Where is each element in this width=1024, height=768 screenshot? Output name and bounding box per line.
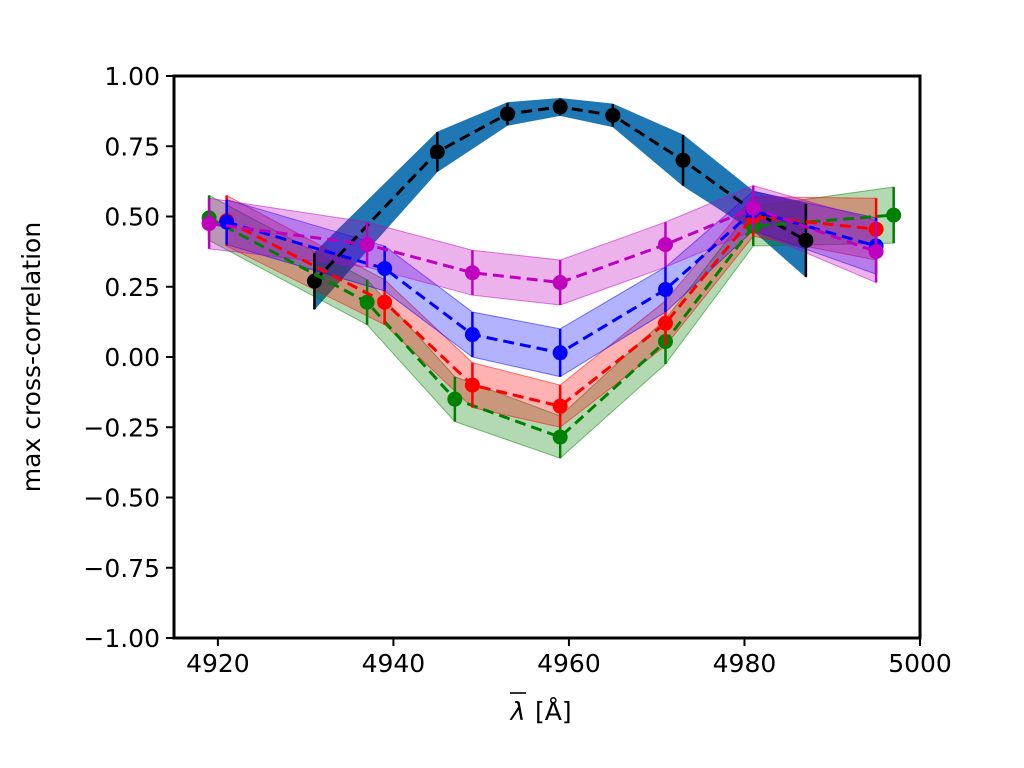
series-4-point	[464, 265, 480, 281]
x-axis-label: λ [Å]	[509, 692, 572, 726]
y-tick-label: 0.25	[104, 273, 160, 302]
series-4-point	[745, 200, 761, 216]
series-0-point	[798, 232, 814, 248]
x-axis-label-unit: [Å]	[535, 697, 572, 726]
y-tick-label: 0.00	[104, 343, 160, 372]
series-3-point	[464, 327, 480, 343]
series-0-line	[313, 105, 807, 283]
series-3-point	[552, 345, 568, 361]
series-3-point	[377, 260, 393, 276]
plot-area	[201, 97, 902, 459]
series-2-point	[377, 294, 393, 310]
y-tick-label: 0.50	[104, 203, 160, 232]
series-4-point	[868, 244, 884, 260]
series-2-point	[657, 315, 673, 331]
series-4-point	[657, 237, 673, 253]
y-tick-label: 0.75	[104, 132, 160, 161]
x-tick-label: 5000	[888, 649, 952, 678]
x-axis-label-symbol: λ	[509, 697, 526, 726]
y-tick-label: −0.50	[83, 484, 160, 513]
y-axis-label: max cross-correlation	[17, 222, 46, 492]
series-1-point	[552, 429, 568, 445]
y-tick-label: 1.00	[104, 62, 160, 91]
x-tick-label: 4980	[713, 649, 777, 678]
series-0-point	[675, 152, 691, 168]
series-3-point	[657, 282, 673, 298]
series-2-point	[464, 377, 480, 393]
series-0-point	[552, 99, 568, 115]
y-tick-label: −0.25	[83, 413, 160, 442]
x-tick-label: 4920	[186, 649, 250, 678]
series-1-point	[359, 294, 375, 310]
series-4-point	[359, 237, 375, 253]
series-0-point	[500, 106, 516, 122]
series-1-point	[447, 391, 463, 407]
series-4-point	[552, 275, 568, 291]
x-tick-label: 4940	[362, 649, 426, 678]
series-0-point	[605, 107, 621, 123]
x-tick-label: 4960	[537, 649, 601, 678]
series-1-point	[886, 207, 902, 223]
series-0-point	[429, 144, 445, 160]
series-4-point	[201, 216, 217, 232]
series-2-point	[552, 398, 568, 414]
y-tick-label: −1.00	[83, 624, 160, 653]
axis-ticks: 4920 4940 4960 4980 5000 1.00 0.75 0.50 0.25 0.00…	[83, 62, 951, 678]
y-tick-label: −0.75	[83, 554, 160, 583]
